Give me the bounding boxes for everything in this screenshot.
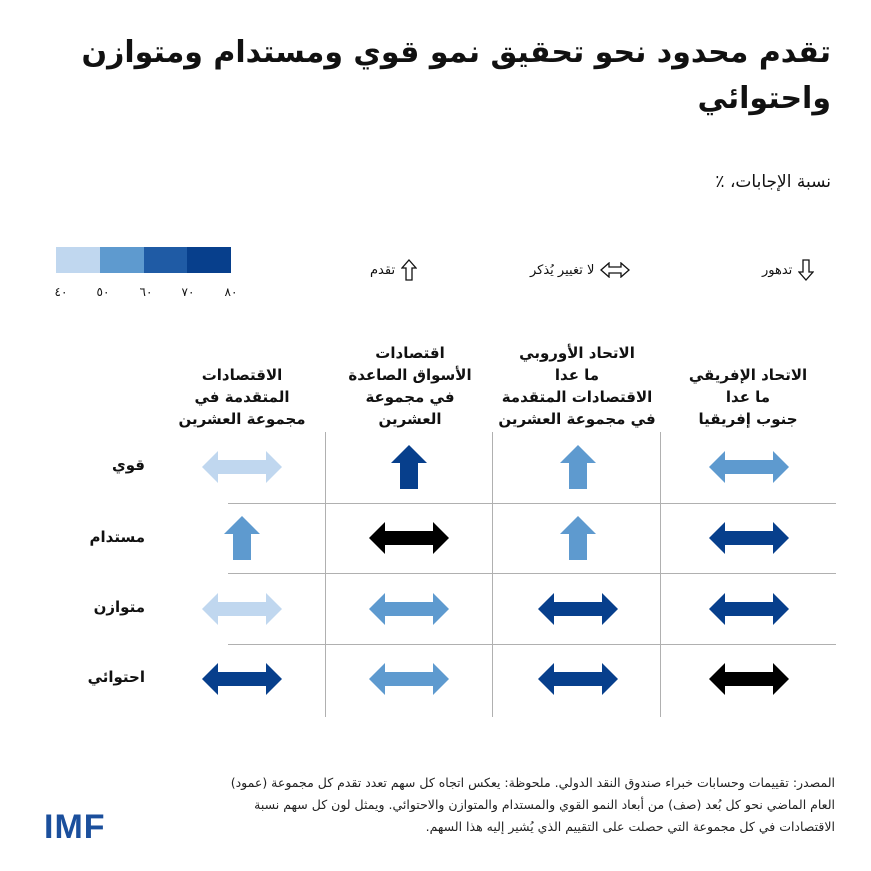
page-title: تقدم محدود نحو تحقيق نمو قوي ومستدام ومت…	[81, 35, 831, 116]
column-header-eu: الاتحاد الأوروبي ما عدا الاقتصادات المتق…	[498, 344, 656, 428]
scale-label: ٧٠	[181, 285, 195, 299]
grid-line	[660, 432, 661, 717]
arrow-both-r2-c1	[538, 593, 618, 625]
scale-labels: ٤٠ ٥٠ ٦٠ ٧٠ ٨٠	[46, 285, 241, 301]
scale-swatch-40	[56, 247, 100, 273]
scale-swatch-70	[187, 247, 231, 273]
arrow-both-r0-c0	[709, 451, 789, 483]
column-header-advanced-economies: الاقتصادات المتقدمة في مجموعة العشرين	[178, 366, 306, 428]
row-label-strong: قوي	[112, 456, 145, 474]
arrow-up-r0-c2	[391, 445, 427, 489]
grid-line	[492, 432, 493, 717]
arrow-both-r3-c1	[538, 663, 618, 695]
scale-label: ٥٠	[96, 285, 110, 299]
legend-label-decline: تدهور	[762, 262, 793, 278]
arrow-up-r1-c3	[224, 516, 260, 560]
legend-label-progress: تقدم	[370, 262, 396, 278]
arrow-both-r3-c0	[709, 663, 789, 695]
color-scale	[56, 247, 231, 273]
scale-label: ٤٠	[54, 285, 68, 299]
arrow-both-r1-c2	[369, 522, 449, 554]
legend-label-no-change: لا تغيير يُذكر	[530, 262, 595, 278]
double-arrow-outline-icon	[600, 262, 631, 278]
arrow-both-r2-c3	[202, 593, 282, 625]
down-arrow-outline-icon	[798, 259, 815, 281]
arrow-both-r2-c2	[369, 593, 449, 625]
chart-subtitle: نسبة الإجابات، ٪	[715, 172, 831, 192]
arrow-both-r1-c0	[709, 522, 789, 554]
arrow-both-r3-c2	[369, 663, 449, 695]
column-header-african-union: الاتحاد الإفريقي ما عدا جنوب إفريقيا	[688, 366, 808, 428]
up-arrow-outline-icon	[401, 259, 418, 281]
row-label-balanced: متوازن	[93, 598, 145, 616]
row-label-inclusive: احتوائي	[87, 668, 145, 686]
imf-logo: IMF	[44, 808, 106, 846]
scale-label: ٦٠	[139, 285, 153, 299]
grid-line	[228, 503, 836, 504]
arrow-both-r2-c0	[709, 593, 789, 625]
scale-label: ٨٠	[224, 285, 238, 299]
arrow-both-r0-c3	[202, 451, 282, 483]
source-note: المصدر: تقييمات وحسابات خبراء صندوق النق…	[230, 775, 835, 834]
column-header-emerging-markets: اقتصادات الأسواق الصاعدة في مجموعة العشر…	[348, 344, 472, 428]
grid-line	[325, 432, 326, 717]
legend-item-progress: تقدم	[370, 255, 418, 285]
arrow-up-r0-c1	[560, 445, 596, 489]
arrow-up-r1-c1	[560, 516, 596, 560]
grid-line	[228, 573, 836, 574]
legend-item-decline: تدهور	[762, 255, 815, 285]
arrow-both-r3-c3	[202, 663, 282, 695]
scale-swatch-50	[99, 247, 144, 273]
scale-swatch-60	[143, 247, 188, 273]
grid-line	[228, 644, 836, 645]
legend-item-no-change: لا تغيير يُذكر	[530, 255, 631, 285]
row-label-sustainable: مستدام	[89, 528, 145, 546]
